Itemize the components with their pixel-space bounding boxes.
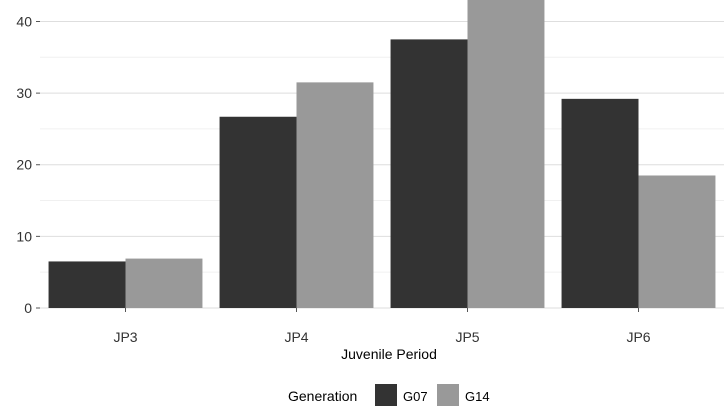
- x-tick-label: JP3: [113, 329, 137, 345]
- y-tick-label: 10: [16, 228, 32, 244]
- y-tick-label: 20: [16, 157, 32, 173]
- bar-G07-JP3: [49, 261, 126, 308]
- bar-G14-JP4: [297, 82, 374, 308]
- bar-G14-JP5: [468, 0, 545, 308]
- legend-label-G07: G07: [403, 389, 428, 404]
- bar-G14-JP6: [639, 175, 716, 308]
- legend-title: Generation: [288, 388, 357, 404]
- x-tick-label: JP5: [455, 329, 479, 345]
- bar-G14-JP3: [126, 259, 203, 308]
- legend-swatch-G14: [437, 384, 459, 406]
- legend-swatch-G07: [375, 384, 397, 406]
- x-axis-title: Juvenile Period: [341, 346, 437, 362]
- y-tick-label: 0: [24, 300, 32, 316]
- bar-G07-JP6: [562, 99, 639, 308]
- bar-G07-JP5: [391, 39, 468, 308]
- y-tick-label: 30: [16, 85, 32, 101]
- legend-label-G14: G14: [465, 389, 490, 404]
- bars: [49, 0, 716, 308]
- legend: Generation G07 G14: [288, 384, 490, 406]
- y-tick-label: 40: [16, 13, 32, 29]
- x-tick-label: JP4: [284, 329, 308, 345]
- y-axis-tick-labels: 0 10 20 30 40: [16, 13, 40, 316]
- x-axis-tick-labels: JP3 JP4 JP5 JP6: [113, 308, 650, 345]
- x-tick-label: JP6: [626, 329, 650, 345]
- bar-G07-JP4: [220, 117, 297, 308]
